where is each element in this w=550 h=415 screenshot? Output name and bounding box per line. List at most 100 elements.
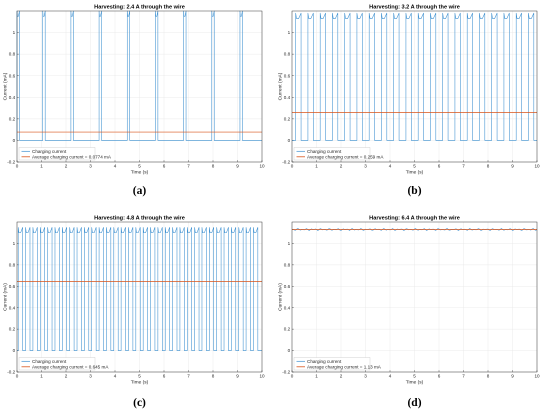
y-tick-label: 0.6 [9,284,16,289]
chart-title: Harvesting: 4.8 A through the wire [94,216,185,222]
x-tick-label: 7 [187,374,190,379]
x-tick-label: 5 [413,374,416,379]
x-tick-label: 2 [340,374,343,379]
x-tick-label: 9 [511,374,514,379]
y-tick-label: 0.2 [284,116,291,121]
legend-label-charging: Charging current [307,149,342,154]
x-axis-label: Time (s) [406,380,424,386]
x-tick-label: 2 [65,164,68,169]
x-tick-label: 9 [236,374,239,379]
panel-caption: (b) [407,185,421,197]
y-tick-label: 0.8 [284,52,291,57]
legend-label-average: Average charging current = 0.259 mA [307,154,384,159]
chart-title: Harvesting: 6.4 A through the wire [369,216,460,222]
y-tick-label: 1 [288,241,291,246]
x-tick-label: 6 [163,374,166,379]
panel-caption: (c) [133,397,146,409]
legend-box [18,147,96,161]
y-tick-label: 0.6 [284,73,291,78]
axes-frame [16,221,263,373]
charging-current-line [16,10,262,141]
y-tick-label: 0.8 [9,262,16,267]
legend-label-charging: Charging current [307,359,342,364]
chart-title: Harvesting: 3.2 A through the wire [369,5,460,11]
panel-caption: (a) [133,185,147,197]
y-tick-label: 0 [288,138,291,143]
x-tick-label: 5 [138,164,141,169]
x-tick-label: 0 [16,164,19,169]
chart-panel-0: 0 1 2 3 4 5 6 7 8 9 10-0.200.20.40.60.81Harvesting… [3,5,265,197]
panel-caption: (d) [407,397,421,409]
x-tick-label: 10 [259,164,265,169]
chart-title: Harvesting: 2.4 A through the wire [94,5,185,11]
y-tick-label: -0.2 [282,370,290,375]
x-tick-label: 1 [40,164,43,169]
x-tick-label: 4 [114,374,117,379]
x-tick-label: 9 [511,164,514,169]
y-tick-label: 0.4 [9,95,16,100]
chart-panel-3: 0 1 2 3 4 5 6 7 8 9 10-0.200.20.40.60.81Harvesting… [278,216,540,409]
y-axis-label: Current (mA) [3,283,9,311]
y-tick-label: 1 [13,30,16,35]
legend-label-average: Average charging current = 0.645 mA [32,364,109,369]
axes-frame [291,221,538,373]
x-tick-label: 5 [413,164,416,169]
x-tick-label: 1 [315,374,318,379]
y-tick-label: 0 [13,138,16,143]
legend-label-charging: Charging current [32,359,67,364]
y-tick-label: -0.2 [7,160,15,165]
x-tick-label: 3 [364,164,367,169]
x-tick-label: 6 [438,374,441,379]
y-tick-label: 0.8 [9,52,16,57]
legend-label-average: Average charging current = 0.0774 mA [32,154,112,159]
legend-box [18,357,96,371]
legend-label-average: Average charging current = 1.13 mA [307,364,382,369]
charging-current-line [17,227,262,351]
x-tick-label: 2 [340,164,343,169]
x-axis-label: Time (s) [131,170,149,176]
y-tick-label: 0.2 [9,327,16,332]
chart-panel-1: 0 1 2 3 4 5 6 7 8 9 10-0.200.20.40.60.81Harvesting… [278,5,540,197]
x-tick-label: 8 [487,164,490,169]
x-tick-label: 1 [315,164,318,169]
x-tick-label: 0 [291,164,294,169]
x-tick-label: 10 [259,374,265,379]
x-tick-label: 0 [16,374,19,379]
legend-box [293,147,371,161]
y-tick-label: -0.2 [282,160,290,165]
y-tick-label: 0.4 [284,95,291,100]
x-tick-label: 8 [212,164,215,169]
chart-panel-2: 0 1 2 3 4 5 6 7 8 9 10-0.200.20.40.60.81Harvesting… [3,216,265,409]
x-tick-label: 10 [534,164,540,169]
x-tick-label: 7 [462,374,465,379]
y-tick-label: 0.4 [9,305,16,310]
y-axis-label: Current (mA) [278,283,284,311]
x-tick-label: 6 [438,164,441,169]
y-tick-label: 0 [13,348,16,353]
x-tick-label: 4 [389,374,392,379]
x-axis-label: Time (s) [406,170,424,176]
axes-frame [291,10,538,163]
charging-current-line [292,12,537,141]
x-tick-label: 5 [138,374,141,379]
legend-box [293,357,371,371]
legend-label-charging: Charging current [32,149,67,154]
y-tick-label: 0.6 [284,284,291,289]
y-tick-label: 0.2 [284,327,291,332]
x-tick-label: 0 [291,374,294,379]
x-tick-label: 1 [40,374,43,379]
x-tick-label: 3 [89,164,92,169]
x-tick-label: 3 [364,374,367,379]
x-tick-label: 7 [462,164,465,169]
y-tick-label: 0.6 [9,73,16,78]
x-tick-label: 2 [65,374,68,379]
y-tick-label: 0.8 [284,262,291,267]
y-tick-label: 1 [13,241,16,246]
x-tick-label: 8 [487,374,490,379]
